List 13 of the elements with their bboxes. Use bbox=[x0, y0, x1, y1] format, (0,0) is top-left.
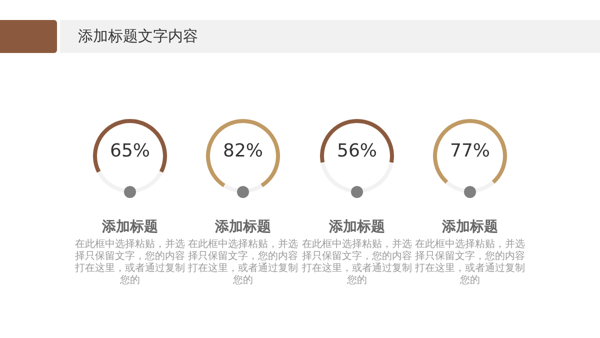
text: 在此框中选择粘贴，并选择只保留文字，您的内容打在这里，或者通过复制您的 bbox=[414, 239, 526, 287]
text: 在此框中选择粘贴，并选择只保留文字，您的内容打在这里，或者通过复制您的 bbox=[301, 239, 413, 287]
text: 在此框中选择粘贴，并选择只保留文字，您的内容打在这里，或者通过复制您的 bbox=[187, 239, 299, 287]
text: 添加标题 bbox=[441, 218, 499, 236]
data-label: 82% bbox=[222, 140, 264, 162]
data-label: 65% bbox=[110, 140, 150, 162]
text: 添加标题 bbox=[214, 218, 272, 236]
text: 在此框中选择粘贴，并选择只保留文字，您的内容打在这里，或者通过复制您的 bbox=[74, 239, 186, 287]
text: 添加标题 bbox=[101, 218, 159, 236]
text: 添加标题 bbox=[328, 218, 386, 236]
data-label: 77% bbox=[450, 140, 490, 162]
data-label: 56% bbox=[336, 140, 378, 162]
text: 添加标题文字内容 bbox=[78, 27, 198, 46]
